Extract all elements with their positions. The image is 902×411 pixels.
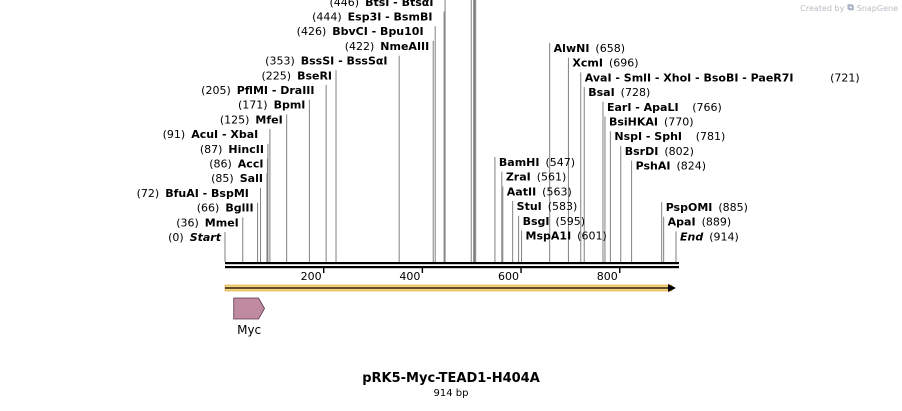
cut-site-position: (781) [696,130,726,143]
cut-site-name: BbvCI - Bpu10I [332,25,423,38]
cut-site-position: (563) [542,185,572,198]
cut-site-name: Esp3I - BsmBI [348,11,433,24]
cut-site-name: BpmI [274,99,306,112]
cut-site-name: AlwNI [554,42,590,55]
cut-site-name: HincII [228,143,264,156]
cut-site-name: XcmI [572,57,603,70]
cut-site-name: StuI [517,200,542,213]
cut-site-name: AcuI - XbaI [191,128,258,141]
cut-site-name: PshAI [636,160,671,173]
map-size: 914 bp [433,388,469,399]
cut-site-position: (889) [702,216,732,229]
map-title: pRK5-Myc-TEAD1-H404A [362,371,540,386]
cut-site-name: NmeAIII [380,40,429,53]
dna-strand-top [225,262,679,265]
myc-feature-arrow [233,297,265,320]
cut-site-name: AccI [238,158,264,171]
myc-feature-label: Myc [237,323,261,337]
cut-site-name: AvaI - SmlI - XhoI - BsoBI - PaeR7I [585,71,794,84]
cut-site-position: (426) [297,25,327,38]
cut-site-position: (444) [312,11,342,24]
cut-site-name: MmeI [205,216,239,229]
credit-prefix: Created by [800,3,845,13]
cut-site-position: (601) [577,230,607,243]
cut-site-name: SalI [240,172,263,185]
cut-site-name: MspA1I [526,230,572,243]
ruler-label: 200 [301,270,322,283]
dna-strand-bottom [225,266,679,269]
myc-feature: Myc [233,297,265,337]
cut-site-name: BsaI [588,86,614,99]
cut-site-position: (205) [201,84,231,97]
cut-site-position: (824) [676,160,706,173]
cut-site-name: BfuAI - BspMI [165,187,249,200]
cut-site-position: (72) [137,187,160,200]
cut-site-name: AatII [507,185,536,198]
cut-site-position: (225) [261,69,291,82]
dna-backbone [225,262,679,269]
cut-site-name: BamHI [499,156,540,169]
cut-site-position: (86) [209,158,232,171]
cut-site-position: (696) [609,57,639,70]
ruler-label: 800 [597,270,618,283]
cut-site-name: BtsI - BtsαI [365,0,433,9]
cut-site-position: (802) [664,145,694,158]
insert-arrow [224,284,676,292]
cut-site-position: (885) [718,201,748,214]
cut-site-position: (91) [163,128,186,141]
cut-site-name: BssSI - BssSαI [301,55,388,68]
cut-site-position: (353) [265,55,295,68]
cut-site-position: (85) [211,172,234,185]
cut-site-name: PspOMI [666,201,713,214]
cut-site-position: (770) [664,116,694,129]
bp-ruler: 200 400 600 800 [301,266,621,283]
ruler-label: 600 [498,270,519,283]
cut-site-position: (583) [548,200,578,213]
cut-site-position: (87) [200,143,223,156]
ruler-label: 400 [399,270,420,283]
cut-site-position: (658) [595,42,625,55]
cut-site-name: PflMI - DraIII [237,84,315,97]
cut-site-name: ZraI [506,171,531,184]
cut-site-name: NspI - SphI [614,130,682,143]
cut-site-position: (766) [692,101,722,114]
cut-site-position: (914) [709,230,739,243]
cut-site-name: End [680,230,703,243]
cut-site-position: (0) [168,231,184,244]
cut-site-position: (595) [555,215,585,228]
cut-site-name: ApaI [668,216,696,229]
cut-site-position: (561) [537,171,567,184]
insert-arrow-head [668,284,676,292]
cut-site-name: BseRI [297,69,332,82]
cut-site-position: (721) [830,71,860,84]
cut-site-name: Start [190,231,222,244]
cut-site-position: (66) [197,202,220,215]
snapgene-logo-icon: ⧉ [847,3,854,13]
cut-site-position: (422) [345,40,375,53]
cut-site-name: BsgI [523,215,550,228]
cut-site-name: EarI - ApaLI [607,101,679,114]
snapgene-credit: Created by ⧉ SnapGene [800,3,898,13]
cut-site-name: BsiHKAI [609,116,658,129]
cut-site-position: (36) [176,216,199,229]
cut-site-name: MfeI [255,113,282,126]
cut-site-lines [224,0,677,262]
cut-site-name: BglII [225,202,253,215]
cut-site-labels: (0) Start (36) MmeI(66) BglII (72) BfuAI - Bsp… [137,0,860,244]
cut-site-position: (171) [238,99,268,112]
credit-brand: SnapGene [856,3,898,13]
cut-site-name: BsrDI [625,145,659,158]
cut-site-position: (547) [545,156,575,169]
cut-site-position: (728) [621,86,651,99]
cut-site-position: (125) [220,113,250,126]
cut-site-position: (446) [329,0,359,9]
map-title-block: pRK5-Myc-TEAD1-H404A 914 bp [0,371,902,400]
